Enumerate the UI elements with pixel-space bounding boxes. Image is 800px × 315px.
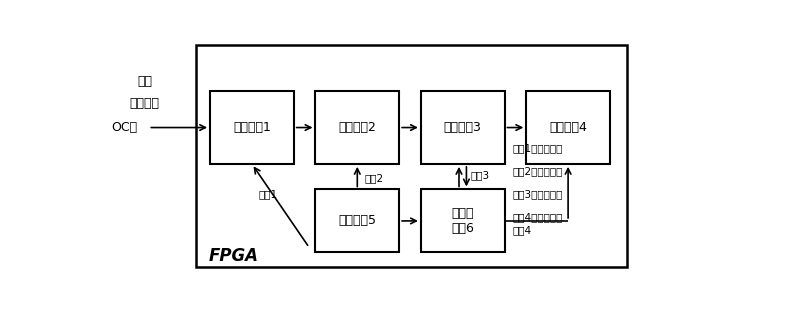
Bar <box>210 91 294 164</box>
Text: 计算模块4: 计算模块4 <box>549 121 587 134</box>
Text: OC门: OC门 <box>111 121 138 134</box>
Bar <box>421 91 505 164</box>
Text: 时钟4：计算时钟: 时钟4：计算时钟 <box>512 212 562 222</box>
Bar <box>196 45 627 267</box>
Text: 时钟3: 时钟3 <box>470 170 490 180</box>
Bar <box>315 189 399 252</box>
Text: 计时器
模块6: 计时器 模块6 <box>451 207 474 235</box>
Text: 采样模块3: 采样模块3 <box>444 121 482 134</box>
Text: 时钟1：同步时钟: 时钟1：同步时钟 <box>512 143 562 153</box>
Text: 同步模块1: 同步模块1 <box>233 121 271 134</box>
Text: 时钟1: 时钟1 <box>258 189 278 199</box>
Bar <box>421 189 505 252</box>
Text: 风扇: 风扇 <box>137 75 152 88</box>
Text: 计数模块2: 计数模块2 <box>338 121 376 134</box>
Text: 时钟2：计数时钟: 时钟2：计数时钟 <box>512 166 562 176</box>
Bar <box>526 91 610 164</box>
Text: 时钟3：采样时钟: 时钟3：采样时钟 <box>512 189 562 199</box>
Text: 时钟2: 时钟2 <box>364 174 383 183</box>
Bar <box>315 91 399 164</box>
Text: 速度信号: 速度信号 <box>130 97 160 110</box>
Text: 系统时钟5: 系统时钟5 <box>338 215 376 227</box>
Text: 时钟4: 时钟4 <box>512 226 531 236</box>
Text: FPGA: FPGA <box>209 247 258 265</box>
